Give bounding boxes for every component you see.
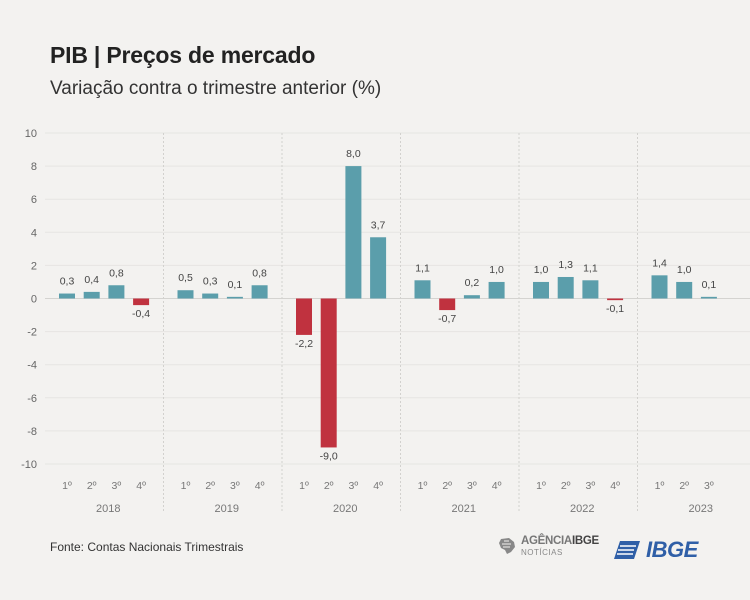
data-label: 0,3	[203, 276, 218, 288]
x-tick-label: 1º	[418, 480, 428, 492]
data-label: 0,5	[178, 272, 193, 284]
data-label: 1,0	[534, 264, 549, 276]
bar	[59, 293, 75, 299]
data-label: 1,1	[415, 262, 430, 274]
year-label: 2020	[333, 503, 357, 515]
x-tick-label: 2º	[442, 480, 452, 492]
y-tick-label: -8	[27, 426, 37, 438]
bar	[414, 280, 431, 299]
data-label: 1,0	[677, 264, 692, 276]
bar	[202, 293, 219, 299]
bar	[651, 275, 668, 299]
bar	[177, 290, 194, 299]
data-label: 8,0	[346, 148, 361, 160]
brazil-map-icon	[499, 538, 515, 555]
bar	[488, 281, 505, 299]
bar	[607, 298, 624, 301]
year-label: 2022	[570, 503, 594, 515]
x-tick-label: 1º	[181, 480, 191, 492]
x-tick-label: 4º	[373, 480, 383, 492]
x-tick-label: 3º	[467, 480, 477, 492]
year-label: 2021	[452, 503, 476, 515]
bar	[700, 296, 717, 299]
agencia-ibge-logo: AGÊNCIAIBGE NOTÍCIAS	[497, 535, 599, 557]
x-tick-label: 3º	[112, 480, 122, 492]
data-label: -2,2	[295, 338, 313, 350]
bar	[676, 281, 693, 299]
data-label: 0,3	[60, 276, 75, 288]
bar	[463, 295, 480, 299]
year-label: 2019	[215, 503, 239, 515]
x-tick-label: 4º	[255, 480, 265, 492]
bar-chart: 10 8 6 4 2 0 -2 -4 -6 -8 -10 0,3 1º 0,4 2º 0,8 3º -0,4 4º 2…	[21, 128, 750, 515]
x-tick-label: 2º	[561, 480, 571, 492]
y-tick-label: 2	[31, 260, 37, 272]
y-tick-label: -4	[27, 360, 37, 372]
x-tick-label: 4º	[136, 480, 146, 492]
data-label: 1,0	[489, 264, 504, 276]
ibge-wordmark: IBGE	[646, 537, 698, 562]
agencia-sub: NOTÍCIAS	[521, 547, 563, 557]
data-label: -0,1	[606, 303, 624, 315]
agencia-brand: IBGE	[571, 535, 599, 547]
x-tick-label: 2º	[87, 480, 97, 492]
x-tick-label: 4º	[492, 480, 502, 492]
bar	[533, 281, 549, 299]
x-tick-label: 4º	[610, 480, 620, 492]
y-tick-label: 6	[31, 194, 37, 206]
x-tick-label: 2º	[324, 480, 334, 492]
bar	[370, 237, 387, 299]
bar	[439, 298, 456, 311]
data-label: 0,4	[84, 274, 99, 286]
bar	[557, 276, 574, 299]
bar	[83, 291, 100, 299]
bar	[345, 166, 362, 299]
data-label: 1,1	[583, 262, 598, 274]
bar	[226, 296, 243, 299]
ibge-logo: IBGE	[612, 537, 698, 563]
y-tick-label: 8	[31, 161, 37, 173]
x-tick-label: 2º	[205, 480, 215, 492]
data-label: 0,8	[109, 267, 124, 279]
data-label: 0,8	[252, 267, 267, 279]
y-tick-label: 10	[25, 128, 37, 140]
data-label: 1,3	[558, 259, 573, 271]
data-label: 1,4	[652, 257, 667, 269]
bar	[251, 285, 268, 299]
data-label: 0,1	[228, 279, 243, 291]
bar	[320, 298, 337, 448]
data-label: -0,4	[132, 308, 150, 320]
year-label: 2018	[96, 503, 120, 515]
y-tick-label: -10	[21, 459, 37, 471]
y-tick-label: -6	[27, 393, 37, 405]
x-tick-label: 3º	[230, 480, 240, 492]
bar	[582, 280, 599, 299]
x-tick-label: 1º	[299, 480, 309, 492]
chart-subtitle: Variação contra o trimestre anterior (%)	[50, 78, 382, 99]
bar	[133, 298, 150, 306]
x-tick-label: 3º	[704, 480, 714, 492]
x-tick-label: 1º	[655, 480, 665, 492]
x-tick-label: 3º	[349, 480, 359, 492]
ibge-diamond-icon	[614, 541, 640, 559]
y-tick-label: 4	[31, 227, 37, 239]
data-label: 0,2	[465, 277, 480, 289]
y-tick-label: 0	[31, 294, 37, 306]
data-label: -0,7	[438, 313, 456, 325]
x-tick-label: 1º	[62, 480, 72, 492]
bar	[296, 298, 312, 335]
x-tick-label: 2º	[679, 480, 689, 492]
data-label: 3,7	[371, 219, 386, 231]
bar	[108, 285, 125, 299]
agencia-prefix: AGÊNCIA	[521, 535, 572, 547]
x-tick-label: 3º	[586, 480, 596, 492]
chart-title: PIB | Preços de mercado	[50, 42, 316, 68]
y-tick-label: -2	[27, 327, 37, 339]
source-note: Fonte: Contas Nacionais Trimestrais	[50, 540, 244, 554]
x-tick-label: 1º	[536, 480, 546, 492]
year-label: 2023	[689, 503, 713, 515]
data-label: 0,1	[702, 279, 717, 291]
data-label: -9,0	[320, 450, 338, 462]
